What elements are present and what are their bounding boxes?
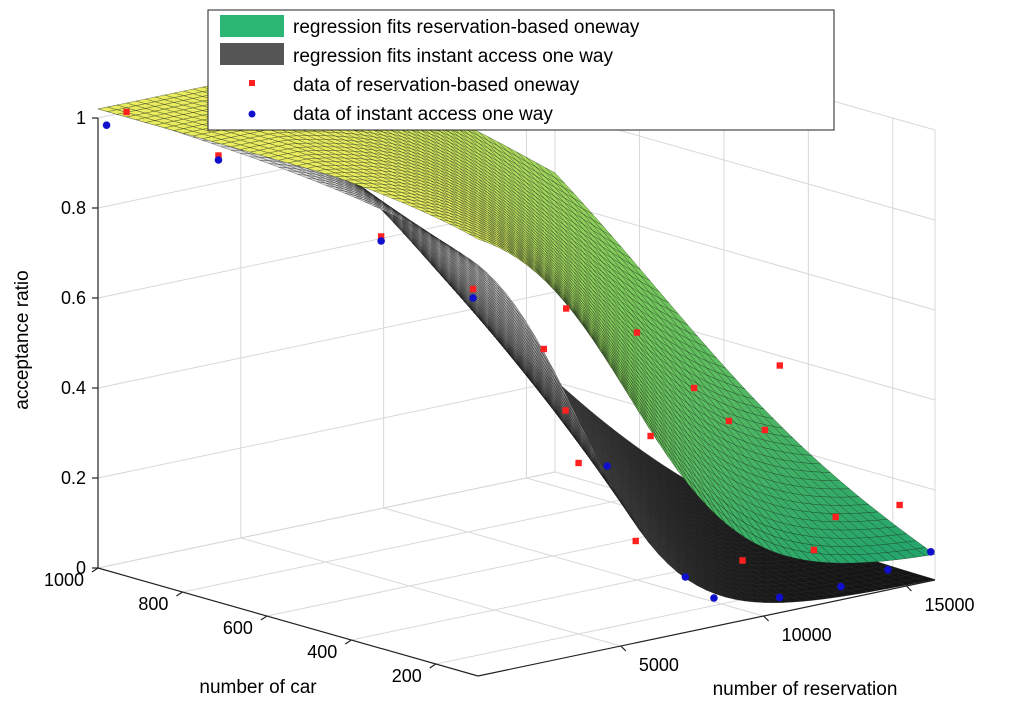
data-point-reservation <box>469 285 477 293</box>
x-tick-mark <box>906 585 912 592</box>
data-point-reservation <box>832 513 839 521</box>
gridline-y-floor <box>97 471 556 569</box>
y-tick-mark <box>345 639 352 645</box>
z-tick-label: 0.4 <box>61 378 86 398</box>
y-tick-label: 400 <box>307 642 337 662</box>
y-axis-line <box>97 567 479 677</box>
data-point-instant <box>837 582 845 591</box>
data-point-reservation <box>540 345 548 353</box>
gridline-z-right-wall <box>554 201 936 311</box>
surface-patch <box>915 576 936 582</box>
data-point-instant <box>710 594 718 602</box>
data-point-reservation <box>633 329 641 336</box>
y-tick-mark <box>176 591 183 597</box>
z-tick-label: 1 <box>76 108 86 128</box>
legend-label-instant-fit: regression fits instant access one way <box>293 46 613 67</box>
data-point-reservation <box>896 501 903 509</box>
legend-swatch-instant-surface <box>220 43 284 65</box>
data-point-reservation <box>632 537 639 545</box>
data-point-reservation <box>761 426 769 434</box>
legend-marker-instant <box>248 110 256 118</box>
surface-instant-access <box>97 103 936 604</box>
data-point-instant <box>926 548 935 556</box>
y-tick-mark <box>260 615 268 621</box>
gridline-z-back-wall <box>97 381 556 479</box>
x-tick-mark <box>763 615 770 622</box>
y-tick-mark <box>429 663 437 669</box>
data-point-reservation <box>575 459 582 467</box>
x-tick-mark <box>620 645 627 652</box>
legend-box <box>207 9 835 131</box>
x-axis-line <box>477 579 936 677</box>
data-markers <box>102 108 935 602</box>
data-point-instant <box>681 573 690 581</box>
data-point-reservation <box>739 557 746 564</box>
y-tick-label: 600 <box>223 618 253 638</box>
data-point-reservation <box>725 417 733 425</box>
y-axis-label: number of car <box>199 677 317 698</box>
data-point-instant <box>469 294 477 302</box>
x-axis-label: number of reservation <box>713 679 898 700</box>
data-point-instant <box>884 566 892 574</box>
data-point-reservation <box>562 407 569 414</box>
y-tick-label: 800 <box>138 594 168 614</box>
data-point-reservation <box>562 305 570 312</box>
data-point-instant <box>102 121 111 129</box>
data-point-reservation <box>810 546 818 554</box>
z-tick-label: 0 <box>76 558 86 578</box>
legend-label-instant-data: data of instant access one way <box>293 104 553 125</box>
x-tick-label: 15000 <box>924 595 974 615</box>
gridline-x-floor <box>383 507 764 617</box>
surface-reservation-based <box>97 81 936 564</box>
regression-surfaces <box>97 81 936 604</box>
z-axis-label: acceptance ratio <box>12 270 33 409</box>
axis-ticks: 0 0.2 0.4 0.6 0.8 1 200 400 600 800 1000 5000 10000 1… <box>44 108 975 686</box>
data-point-reservation <box>776 362 783 369</box>
data-point-reservation <box>215 152 222 159</box>
gridline-x-floor <box>240 537 621 647</box>
data-point-instant <box>214 156 223 164</box>
legend-label-reservation-data: data of reservation-based oneway <box>293 75 580 96</box>
data-point-reservation <box>123 108 130 116</box>
y-tick-label: 1000 <box>44 570 84 590</box>
x-tick-label: 10000 <box>782 625 832 645</box>
legend-swatch-reservation-surface <box>220 15 284 37</box>
y-tick-label: 200 <box>392 666 422 686</box>
z-tick-label: 0.2 <box>61 468 86 488</box>
x-tick-label: 5000 <box>639 655 679 675</box>
data-point-reservation <box>377 233 385 240</box>
legend-label-reservation-fit: regression fits reservation-based oneway <box>293 17 640 38</box>
legend-marker-reservation <box>249 80 255 86</box>
z-tick-label: 0.6 <box>61 288 86 308</box>
y-tick-mark <box>91 567 99 573</box>
data-point-instant <box>603 462 611 470</box>
data-point-instant <box>377 237 385 245</box>
z-tick-label: 0.8 <box>61 198 86 218</box>
data-point-instant <box>775 593 784 602</box>
data-point-reservation <box>690 384 698 392</box>
gridline-y-floor <box>182 495 640 593</box>
data-point-reservation <box>647 432 654 440</box>
legend: regression fits reservation-based oneway… <box>207 9 835 131</box>
